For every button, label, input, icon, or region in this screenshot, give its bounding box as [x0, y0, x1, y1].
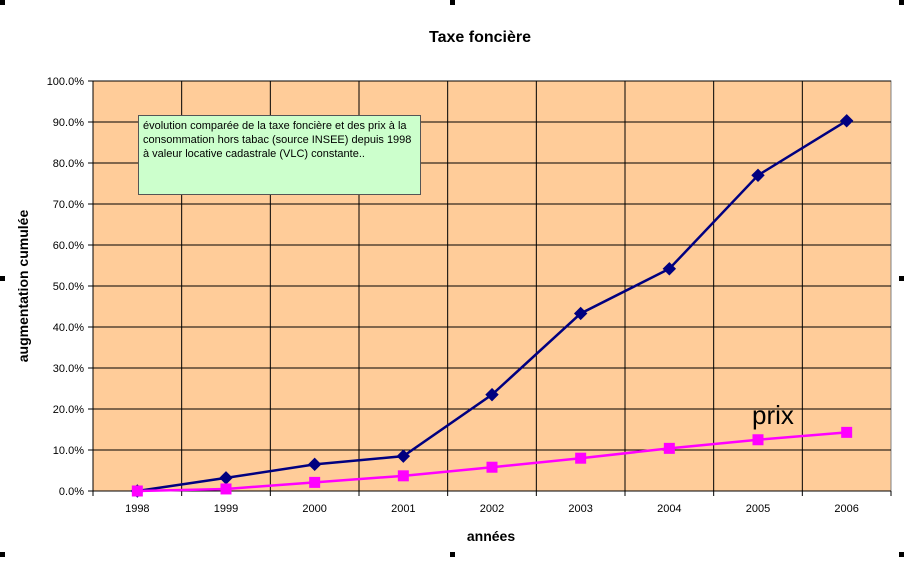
data-point-prix [663, 442, 675, 454]
data-point-series-1 [485, 387, 499, 402]
axes: 0.0% 10.0% 20.0% 30.0% 40.0% 50.0% 60.0% 70.0% 8… [47, 76, 892, 515]
data-point-prix [841, 426, 853, 438]
series-group [130, 114, 854, 498]
y-tick-label: 0.0% [59, 486, 84, 498]
x-tick-label: 2001 [391, 503, 415, 515]
x-tick-label: 2000 [302, 503, 326, 515]
x-tick-label: 2002 [480, 503, 504, 515]
selection-handle-bottom-right[interactable] [899, 552, 904, 557]
selection-handle-middle-left[interactable] [0, 276, 5, 281]
selection-handle-bottom-left[interactable] [0, 552, 5, 557]
data-point-prix [309, 476, 321, 488]
y-tick-label: 10.0% [53, 445, 84, 457]
chart-title: Taxe foncière [429, 29, 531, 46]
y-tick-label: 70.0% [53, 199, 84, 211]
annotation-box: évolution comparée de la taxe foncière e… [138, 115, 421, 195]
data-point-series-1 [307, 457, 322, 472]
x-tick-label: 2006 [834, 503, 858, 515]
x-tick-label: 2004 [657, 503, 681, 515]
y-tick-label: 90.0% [53, 117, 84, 129]
x-tick-label: 1998 [125, 503, 149, 515]
data-point-prix [397, 470, 409, 482]
y-tick-label: 60.0% [53, 240, 84, 252]
selection-handle-top-left[interactable] [0, 0, 5, 5]
selection-handle-middle-right[interactable] [899, 276, 904, 281]
data-point-series-1 [662, 262, 677, 276]
selection-handle-top-right[interactable] [899, 0, 904, 5]
x-tick-label: 2005 [746, 503, 770, 515]
y-tick-label: 80.0% [53, 158, 84, 170]
data-point-series-1 [839, 114, 854, 128]
data-point-prix [131, 485, 143, 497]
y-axis-label: augmentation cumulée [15, 210, 31, 363]
selection-handle-bottom-middle[interactable] [450, 552, 455, 557]
x-tick-label: 2003 [568, 503, 592, 515]
data-point-prix [575, 452, 587, 464]
data-point-series-1 [396, 449, 411, 463]
y-tick-label: 40.0% [53, 322, 84, 334]
data-point-series-1 [573, 306, 588, 321]
data-point-prix [220, 483, 232, 495]
series-label-prix: prix [752, 400, 794, 430]
x-axis-label: années [467, 528, 515, 544]
selection-handle-top-middle[interactable] [450, 0, 455, 5]
y-tick-label: 20.0% [53, 404, 84, 416]
y-tick-label: 30.0% [53, 363, 84, 375]
y-tick-label: 100.0% [47, 76, 85, 88]
data-point-series-1 [751, 168, 765, 183]
y-tick-label: 50.0% [53, 281, 84, 293]
x-tick-label: 1999 [214, 503, 238, 515]
data-point-prix [752, 434, 764, 446]
data-point-prix [486, 461, 498, 473]
